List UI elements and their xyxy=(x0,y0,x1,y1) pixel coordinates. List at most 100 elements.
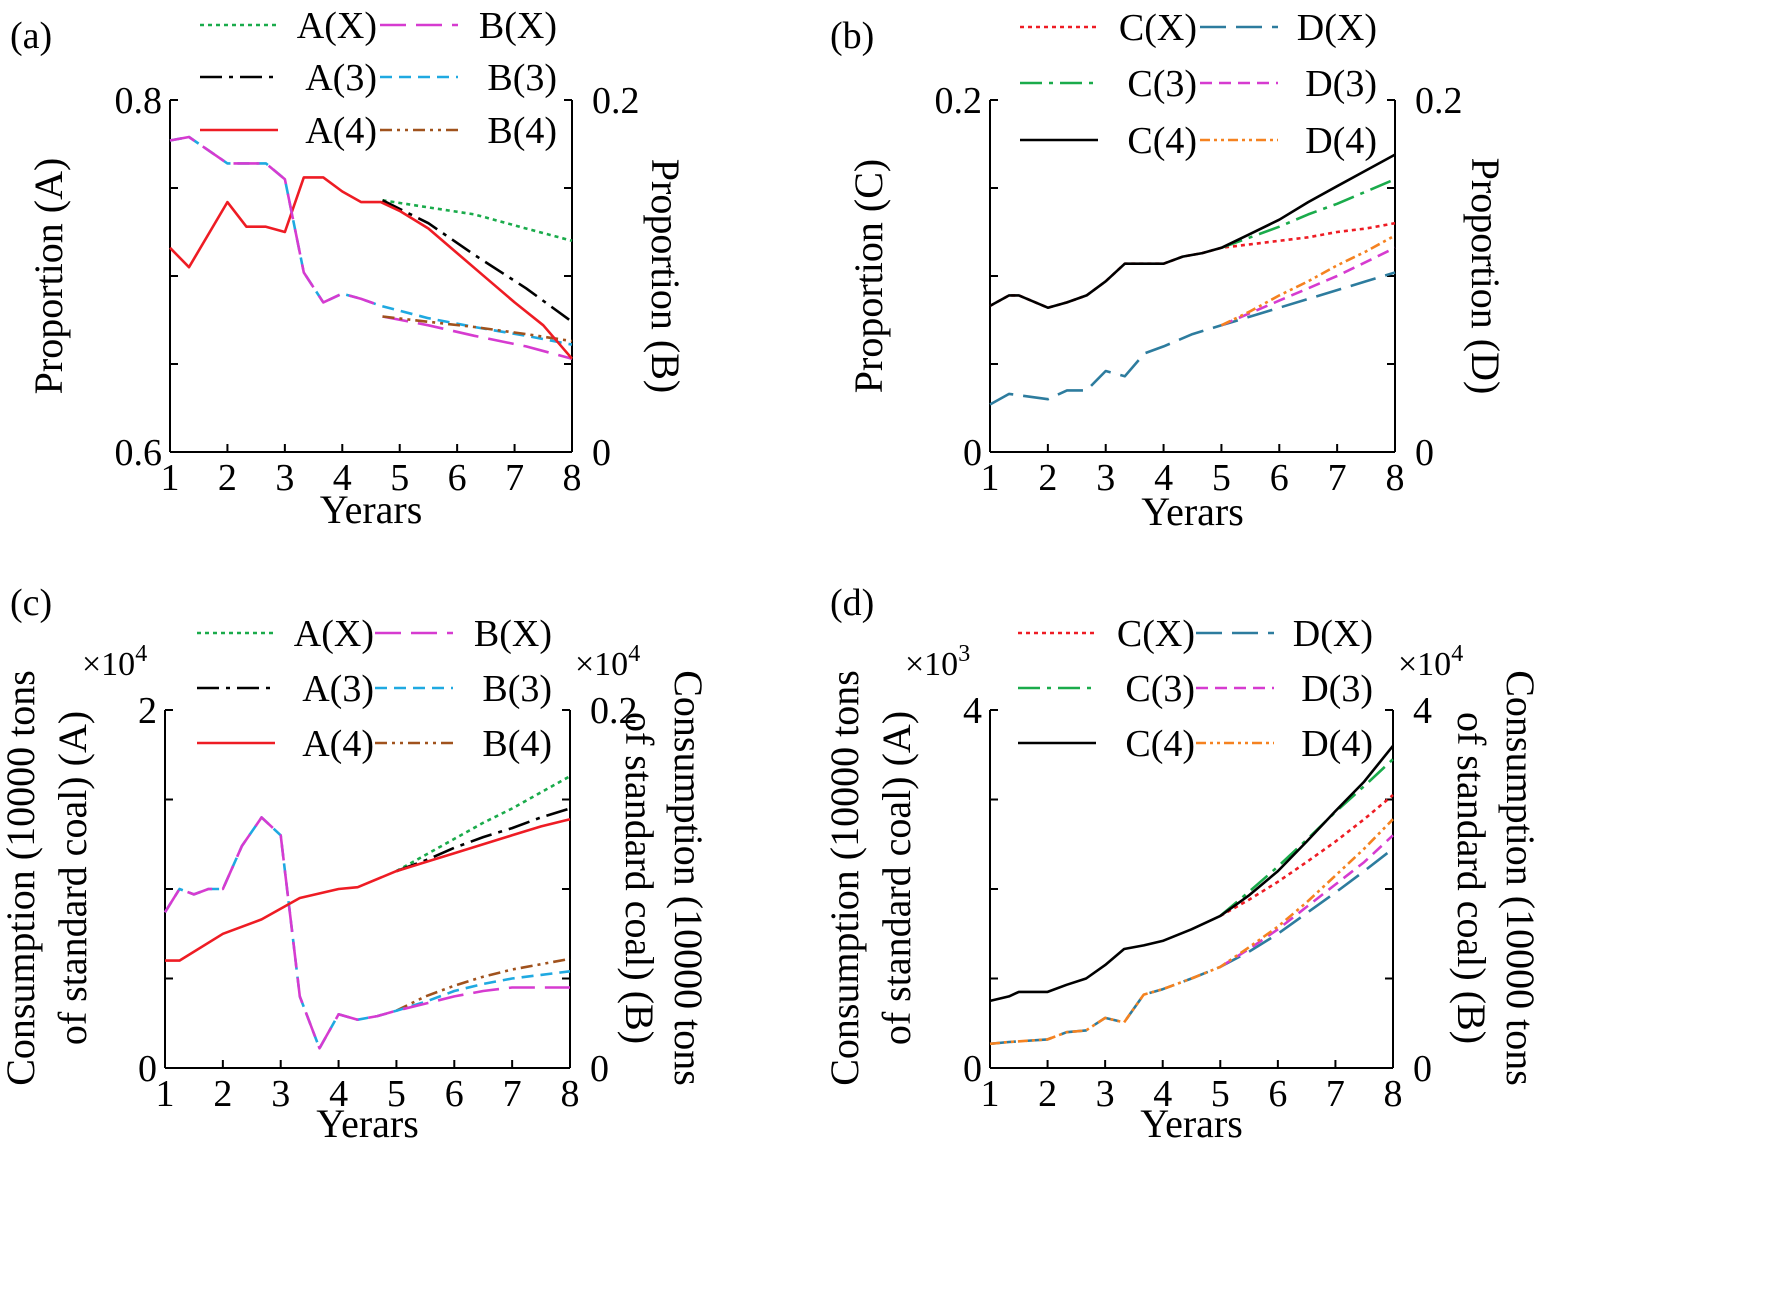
series-line-a3 xyxy=(395,807,571,873)
x-tick-label: 3 xyxy=(1096,1073,1115,1115)
legend-label: D(4) xyxy=(1301,723,1373,765)
left-axis-label-line2: of standard coal) (A) xyxy=(50,711,95,1045)
right-tick-label: 0.2 xyxy=(590,690,638,732)
right-tick-label: 0.2 xyxy=(592,80,640,122)
legend-label: C(3) xyxy=(1127,63,1197,105)
legend-label: D(X) xyxy=(1293,613,1373,655)
right-tick-label: 0 xyxy=(592,432,611,474)
x-tick-label: 1 xyxy=(161,457,180,499)
x-axis-label: Yerars xyxy=(1140,1101,1243,1146)
left-tick-label: 0.2 xyxy=(935,80,983,122)
legend-label: A(3) xyxy=(302,668,374,710)
right-axis-label-line2: of standard coal) (B) xyxy=(1449,712,1494,1044)
series-line-bx xyxy=(169,135,382,308)
legend-label: B(3) xyxy=(487,57,557,99)
x-tick-label: 2 xyxy=(1038,1073,1057,1115)
legend-label: C(X) xyxy=(1117,613,1195,655)
x-tick-label: 3 xyxy=(275,457,294,499)
series-line-bx xyxy=(382,315,573,360)
legend-label: B(3) xyxy=(482,668,552,710)
x-tick-label: 8 xyxy=(563,457,582,499)
legend: C(X) D(X) C(3) D(3) C(4) D(4) xyxy=(1018,613,1373,765)
legend-label: B(4) xyxy=(482,723,552,765)
x-tick-label: 4 xyxy=(1153,1073,1172,1115)
x-tick-label: 6 xyxy=(445,1073,464,1115)
legend-label: A(X) xyxy=(294,613,374,655)
legend-label: D(X) xyxy=(1297,7,1377,49)
series-line-bx xyxy=(163,816,570,1050)
series-line-b4 xyxy=(395,957,571,1012)
series-group xyxy=(989,744,1395,1046)
left-axis-label-line1: Consumption (10000 tons xyxy=(0,670,43,1086)
legend-label: A(X) xyxy=(297,5,377,47)
legend-label: D(3) xyxy=(1301,668,1373,710)
series-line-c4 xyxy=(989,744,1395,1003)
x-tick-label: 2 xyxy=(213,1073,232,1115)
legend-label: C(3) xyxy=(1125,668,1195,710)
right-tick-label: 0 xyxy=(590,1048,609,1090)
series-line-c4 xyxy=(989,153,1396,310)
x-tick-label: 8 xyxy=(561,1073,580,1115)
series-line-b3 xyxy=(169,135,573,346)
x-tick-label: 3 xyxy=(1096,457,1115,499)
series-group xyxy=(989,153,1396,406)
legend-label: A(3) xyxy=(305,57,377,99)
series-line-b4 xyxy=(382,315,573,343)
legend-label: C(4) xyxy=(1127,120,1197,162)
x-axis-label: Yerars xyxy=(316,1101,419,1146)
x-tick-label: 7 xyxy=(1326,1073,1345,1115)
legend-label: D(3) xyxy=(1305,63,1377,105)
legend: A(X) B(X) A(3) B(3) A(4) B(4) xyxy=(200,5,557,152)
x-tick-label: 6 xyxy=(1270,457,1289,499)
x-tick-label: 8 xyxy=(1384,1073,1403,1115)
x-tick-label: 5 xyxy=(387,1073,406,1115)
legend-label: B(X) xyxy=(479,5,557,47)
left-tick-label: 4 xyxy=(963,690,982,732)
x-tick-label: 7 xyxy=(503,1073,522,1115)
x-tick-label: 6 xyxy=(1268,1073,1287,1115)
left-tick-label: 2 xyxy=(138,690,157,732)
left-tick-label: 0 xyxy=(963,432,982,474)
panel-label: (c) xyxy=(10,582,52,624)
left-axis-label: Proportion (A) xyxy=(26,158,71,395)
legend-label: B(X) xyxy=(474,613,552,655)
x-axis-label: Yerars xyxy=(320,487,423,532)
series-line-a4 xyxy=(165,817,571,962)
series-line-cx xyxy=(1219,794,1394,918)
right-axis-label-line1: Consumption (10000 tons xyxy=(1498,670,1543,1086)
panel-b: (b) 0 0.2 0 0.2 1 2 3 4 5 6 7 8 Yerars Proportion (C) P… xyxy=(830,7,1508,534)
panel-a: (a) 0.6 0.8 0 0.2 1 2 3 4 5 6 7 8 Yerars Proportion (A… xyxy=(10,5,688,532)
left-axis-label-line2: of standard coal) (A) xyxy=(874,711,919,1045)
x-tick-label: 8 xyxy=(1386,457,1405,499)
right-tick-label: 0 xyxy=(1413,1048,1432,1090)
legend-label: C(X) xyxy=(1119,7,1197,49)
x-tick-label: 5 xyxy=(1212,457,1231,499)
series-line-dx xyxy=(989,847,1394,1046)
right-tick-label: 4 xyxy=(1413,690,1432,732)
right-multiplier: ×104 xyxy=(575,641,640,683)
series-group xyxy=(163,775,571,1050)
left-tick-label: 0 xyxy=(963,1048,982,1090)
left-axis-label-line1: Consumption (10000 tons xyxy=(822,670,867,1086)
series-line-dx xyxy=(989,271,1396,406)
series-line-d4 xyxy=(1220,234,1396,327)
right-axis-label: Proportion (D) xyxy=(1463,158,1508,395)
series-group xyxy=(169,135,573,360)
series-line-ax xyxy=(395,775,571,873)
x-tick-label: 7 xyxy=(505,457,524,499)
left-multiplier: ×104 xyxy=(82,641,147,683)
left-tick-label: 0 xyxy=(138,1048,157,1090)
right-tick-label: 0 xyxy=(1415,432,1434,474)
x-tick-label: 5 xyxy=(390,457,409,499)
legend: A(X) B(X) A(3) B(3) A(4) B(4) xyxy=(197,613,552,765)
legend: C(X) D(X) C(3) D(3) C(4) D(4) xyxy=(1020,7,1377,162)
x-tick-label: 4 xyxy=(329,1073,348,1115)
series-line-d4 xyxy=(989,818,1394,1046)
right-tick-label: 0.2 xyxy=(1415,80,1463,122)
legend-label: A(4) xyxy=(305,110,377,152)
legend-label: C(4) xyxy=(1125,723,1195,765)
right-axis-label-line1: Consumption (10000 tons xyxy=(666,670,711,1086)
